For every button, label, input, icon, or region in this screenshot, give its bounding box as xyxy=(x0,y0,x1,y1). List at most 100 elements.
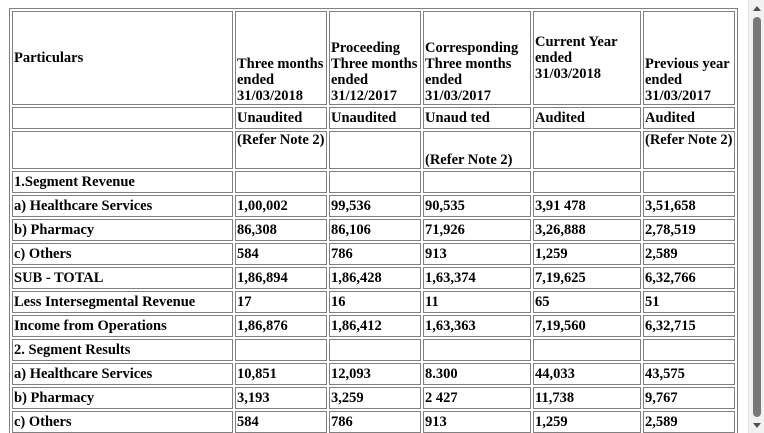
row-value: 86,308 xyxy=(235,219,327,241)
scroll-down-button[interactable] xyxy=(749,417,764,433)
status-col2: Unaudited xyxy=(329,107,421,129)
row-value: 3,26,888 xyxy=(533,219,641,241)
status-col3: Unaud ted xyxy=(423,107,531,129)
header-col4: Current Year ended 31/03/2018 xyxy=(533,11,641,105)
row-value: 1,86,428 xyxy=(329,267,421,289)
row-value xyxy=(533,339,641,361)
header-particulars: Particulars xyxy=(12,11,233,105)
table-row: 1.Segment Revenue xyxy=(12,171,735,193)
table-row: SUB - TOTAL 1,86,894 1,86,428 1,63,374 7… xyxy=(12,267,735,289)
row-label: a) Healthcare Services xyxy=(12,363,233,385)
row-value xyxy=(235,339,327,361)
row-label: Less Intersegmental Revenue xyxy=(12,291,233,313)
row-value xyxy=(329,339,421,361)
row-value: 1,86,876 xyxy=(235,315,327,337)
row-value: 1,259 xyxy=(533,411,641,433)
row-value: 43,575 xyxy=(643,363,735,385)
row-value: 51 xyxy=(643,291,735,313)
table-row: c) Others 584 786 913 1,259 2,589 xyxy=(12,411,735,433)
note-blank xyxy=(12,131,233,169)
row-label: 2. Segment Results xyxy=(12,339,233,361)
row-label: b) Pharmacy xyxy=(12,219,233,241)
row-label: b) Pharmacy xyxy=(12,387,233,409)
row-value: 1,86,894 xyxy=(235,267,327,289)
document-viewport: Particulars Three months ended 31/03/201… xyxy=(9,8,738,433)
header-row: Particulars Three months ended 31/03/201… xyxy=(12,11,735,105)
header-col1: Three months ended 31/03/2018 xyxy=(235,11,327,105)
row-value: 11,738 xyxy=(533,387,641,409)
table-row: b) Pharmacy 3,193 3,259 2 427 11,738 9,7… xyxy=(12,387,735,409)
table-row: a) Healthcare Services 1,00,002 99,536 9… xyxy=(12,195,735,217)
row-value xyxy=(329,171,421,193)
table-row: b) Pharmacy 86,308 86,106 71,926 3,26,88… xyxy=(12,219,735,241)
row-value: 44,033 xyxy=(533,363,641,385)
row-value xyxy=(423,171,531,193)
row-value: 2,589 xyxy=(643,411,735,433)
note-col5: (Refer Note 2) xyxy=(643,131,735,169)
row-value: 71,926 xyxy=(423,219,531,241)
row-value: 2,589 xyxy=(643,243,735,265)
row-value: 12,093 xyxy=(329,363,421,385)
audit-status-row: Unaudited Unaudited Unaud ted Audited Au… xyxy=(12,107,735,129)
row-value: 17 xyxy=(235,291,327,313)
row-label: SUB - TOTAL xyxy=(12,267,233,289)
row-value: 16 xyxy=(329,291,421,313)
row-label: c) Others xyxy=(12,411,233,433)
row-value: 1,00,002 xyxy=(235,195,327,217)
row-value: 3,259 xyxy=(329,387,421,409)
header-col3: Corresponding Three months ended 31/03/2… xyxy=(423,11,531,105)
table-row: c) Others 584 786 913 1,259 2,589 xyxy=(12,243,735,265)
row-value: 90,535 xyxy=(423,195,531,217)
row-label: a) Healthcare Services xyxy=(12,195,233,217)
header-col2: Proceeding Three months ended 31/12/2017 xyxy=(329,11,421,105)
row-value: 9,767 xyxy=(643,387,735,409)
row-value: 10,851 xyxy=(235,363,327,385)
row-value: 3,91 478 xyxy=(533,195,641,217)
row-value: 1,259 xyxy=(533,243,641,265)
row-value xyxy=(643,171,735,193)
header-col5: Previous year ended 31/03/2017 xyxy=(643,11,735,105)
row-value: 913 xyxy=(423,411,531,433)
row-value: 8.300 xyxy=(423,363,531,385)
row-value: 786 xyxy=(329,411,421,433)
row-value: 2,78,519 xyxy=(643,219,735,241)
table-row: Income from Operations 1,86,876 1,86,412… xyxy=(12,315,735,337)
row-value xyxy=(533,171,641,193)
note-col3: (Refer Note 2) xyxy=(423,131,531,169)
row-value: 1,63,374 xyxy=(423,267,531,289)
row-value xyxy=(643,339,735,361)
row-label: Income from Operations xyxy=(12,315,233,337)
row-value: 584 xyxy=(235,411,327,433)
row-value: 7,19,625 xyxy=(533,267,641,289)
note-col1: (Refer Note 2) xyxy=(235,131,327,169)
status-col5: Audited xyxy=(643,107,735,129)
row-label: c) Others xyxy=(12,243,233,265)
note-row: (Refer Note 2) (Refer Note 2) (Refer Not… xyxy=(12,131,735,169)
row-value: 86,106 xyxy=(329,219,421,241)
row-value: 3,193 xyxy=(235,387,327,409)
row-value xyxy=(423,339,531,361)
segment-results-table: Particulars Three months ended 31/03/201… xyxy=(9,8,738,433)
row-value: 99,536 xyxy=(329,195,421,217)
status-col4: Audited xyxy=(533,107,641,129)
arrow-up-icon xyxy=(753,5,761,11)
table-row: a) Healthcare Services 10,851 12,093 8.3… xyxy=(12,363,735,385)
row-value: 6,32,766 xyxy=(643,267,735,289)
row-value: 7,19,560 xyxy=(533,315,641,337)
row-label: 1.Segment Revenue xyxy=(12,171,233,193)
table-row: 2. Segment Results xyxy=(12,339,735,361)
row-value: 6,32,715 xyxy=(643,315,735,337)
vertical-scrollbar[interactable] xyxy=(748,0,764,433)
arrow-down-icon xyxy=(753,422,761,428)
table-row: Less Intersegmental Revenue 17 16 11 65 … xyxy=(12,291,735,313)
row-value: 3,51,658 xyxy=(643,195,735,217)
row-value: 2 427 xyxy=(423,387,531,409)
note-col4-empty xyxy=(533,131,641,169)
row-value: 1,63,363 xyxy=(423,315,531,337)
row-value: 1,86,412 xyxy=(329,315,421,337)
row-value: 65 xyxy=(533,291,641,313)
row-value: 913 xyxy=(423,243,531,265)
scrollbar-thumb[interactable] xyxy=(753,17,761,417)
row-value: 584 xyxy=(235,243,327,265)
scroll-up-button[interactable] xyxy=(749,0,764,16)
